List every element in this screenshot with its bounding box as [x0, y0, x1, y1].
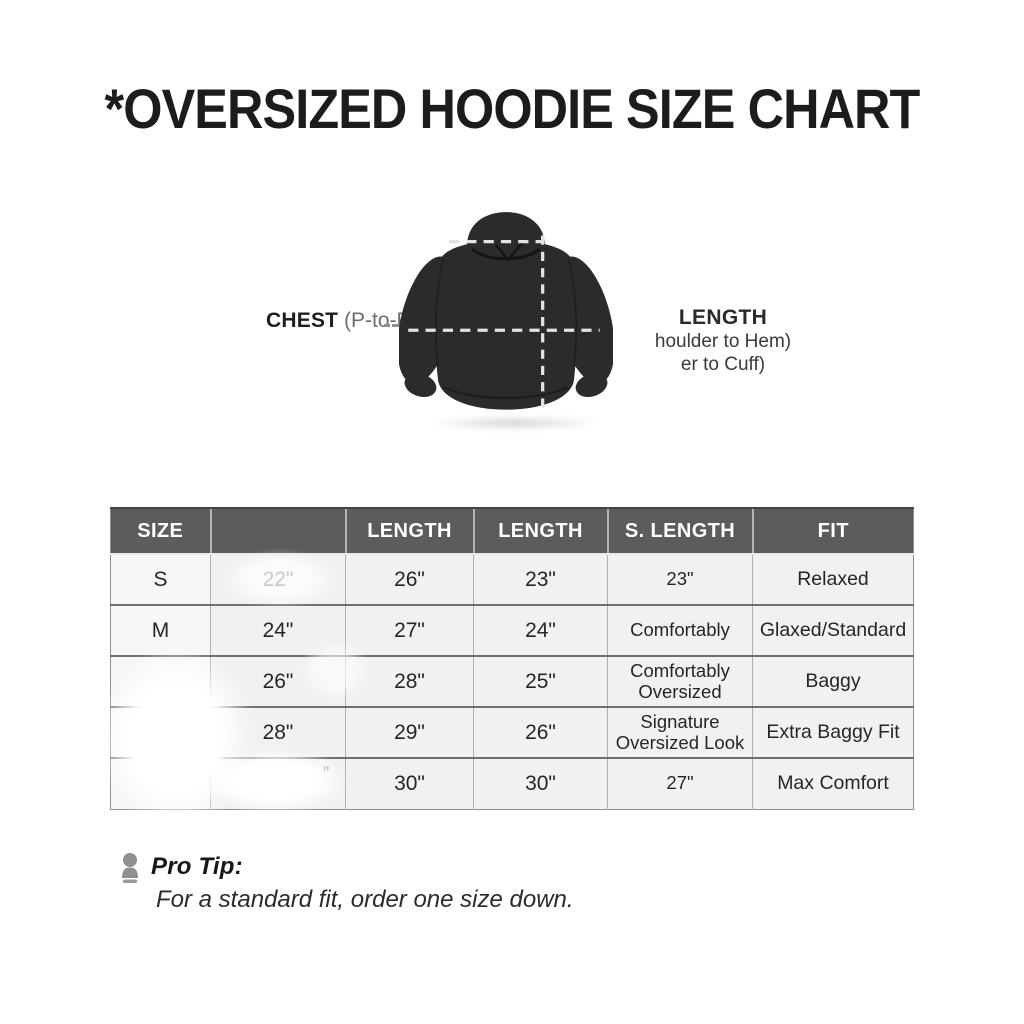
- table-row: 30" 30" 27" Max Comfort: [110, 757, 914, 809]
- table-row: M 24" 27" 24" Comfortably Glaxed/Standard: [110, 604, 914, 656]
- column-header: LENGTH: [472, 507, 608, 555]
- hood-v-line: [494, 241, 524, 262]
- chest-label-text: CHEST: [266, 309, 339, 332]
- length-label-text: LENGTH: [678, 306, 768, 329]
- table-cell: 24": [473, 604, 608, 656]
- length-sublabel-hem: houlder to Hem): [654, 331, 792, 352]
- table-cell: M: [110, 604, 211, 656]
- table-cell: 26": [473, 706, 608, 758]
- page-title: *OVERSIZED HOODIE SIZE CHART: [104, 77, 921, 140]
- table-cell: 26": [345, 553, 474, 605]
- table-cell: 30": [473, 757, 608, 809]
- table-cell: Comfortably Oversized: [607, 655, 753, 707]
- table-cell: 27": [345, 604, 474, 656]
- table-cell: 29": [345, 706, 474, 758]
- table-cell: [110, 706, 211, 758]
- table-cell: Signature Oversized Look: [607, 706, 753, 758]
- table-cell: Baggy: [752, 655, 914, 707]
- table-cell: [110, 757, 211, 809]
- table-row: 26" 28" 25" Comfortably Oversized Baggy: [110, 655, 914, 707]
- table-cell: 22": [210, 553, 346, 605]
- column-header: [209, 507, 346, 555]
- pro-tip-label: Pro Tip:: [151, 853, 243, 880]
- length-sublabel-cuff: er to Cuff): [680, 354, 766, 375]
- hoodie-illustration: [399, 212, 613, 415]
- table-cell: Comfortably: [607, 604, 753, 656]
- table-cell: 23": [607, 553, 753, 605]
- table-cell: 26": [210, 655, 346, 707]
- column-header: S. LENGTH: [606, 507, 753, 555]
- erased-quote-mark: ”: [323, 764, 330, 785]
- header-row: SIZE LENGTH LENGTH S. LENGTH FIT: [110, 507, 914, 555]
- table-row: 28" 29" 26" Signature Oversized Look Extra B…: [110, 706, 914, 758]
- table-body: S 22" 26" 23" 23" Relaxed M 24" 27" 24" Comfortabl…: [110, 553, 914, 809]
- left-sleeve-seam: [434, 258, 445, 367]
- pro-tip-text: For a standard fit, order one size down.: [156, 886, 574, 913]
- table-cell: 28": [345, 655, 474, 707]
- column-header: LENGTH: [344, 507, 474, 555]
- table-cell: Max Comfort: [752, 757, 914, 809]
- table-row: S 22" 26" 23" 23" Relaxed: [110, 553, 914, 605]
- table-cell: 28": [210, 706, 346, 758]
- table-cell: Relaxed: [752, 553, 914, 605]
- hem-seam-line: [443, 386, 569, 399]
- table-cell: 27": [607, 757, 753, 809]
- table-cell: Glaxed/Standard: [752, 604, 914, 656]
- hoodie-shadow: [430, 416, 600, 430]
- chest-measurement-label: CHEST (P-to-P): [266, 309, 418, 333]
- chest-line-fragment: [384, 324, 406, 327]
- column-header: SIZE: [110, 507, 211, 555]
- table-cell: 24": [210, 604, 346, 656]
- column-header: FIT: [751, 507, 914, 555]
- table-cell: 30": [345, 757, 474, 809]
- table-cell: 23": [473, 553, 608, 605]
- length-measurement-label: LENGTH houlder to Hem) er to Cuff): [628, 306, 818, 376]
- table-cell: Extra Baggy Fit: [752, 706, 914, 758]
- size-table: SIZE LENGTH LENGTH S. LENGTH FIT S 22" 26" 23" 2…: [110, 507, 914, 810]
- table-cell: 25": [473, 655, 608, 707]
- table-cell: S: [110, 553, 211, 605]
- table-cell: [110, 655, 211, 707]
- right-sleeve-seam: [567, 258, 578, 367]
- person-icon: [122, 853, 138, 883]
